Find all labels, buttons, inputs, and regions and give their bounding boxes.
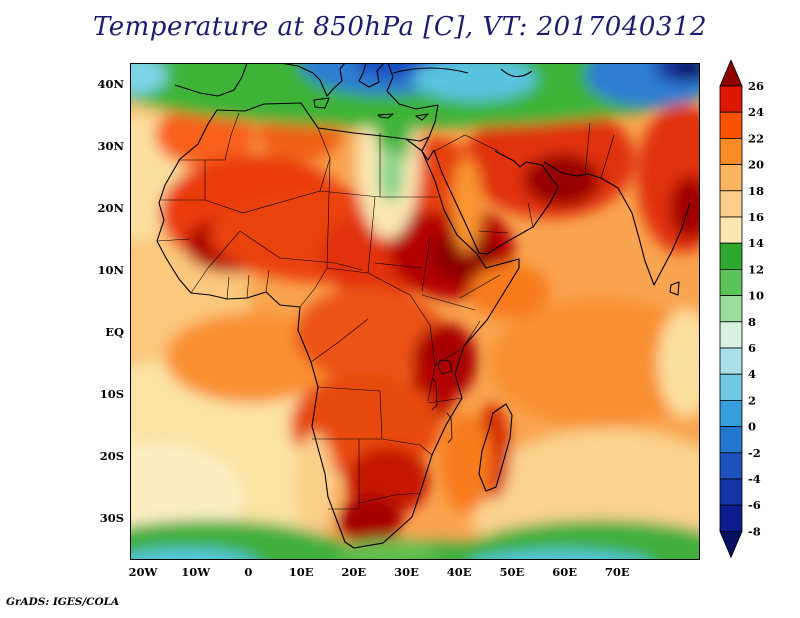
colorbar-segment [720, 400, 742, 426]
heat-blob [338, 497, 402, 545]
y-axis-label: EQ [86, 325, 124, 339]
x-axis-label: 60E [543, 565, 587, 579]
colorbar-segment [720, 217, 742, 243]
temperature-field [130, 63, 700, 560]
colorbar: 26242220181614121086420-2-4-6-8 [718, 60, 778, 560]
colorbar-segment [720, 165, 742, 191]
heat-blob [295, 433, 335, 543]
heat-blob [378, 147, 404, 203]
colorbar-label: 6 [748, 341, 756, 355]
colorbar-label: 0 [748, 420, 756, 434]
colorbar-label: 2 [748, 393, 756, 407]
colorbar-label: -4 [748, 472, 761, 486]
colorbar-segment [720, 374, 742, 400]
colorbar-arrow-top [720, 60, 742, 86]
colorbar-label: 22 [748, 131, 764, 145]
x-axis-label: 30E [385, 565, 429, 579]
colorbar-segment [720, 269, 742, 295]
colorbar-arrow-bottom [720, 531, 742, 557]
colorbar-label: 20 [748, 158, 764, 172]
colorbar-label: 24 [748, 105, 764, 119]
colorbar-segment [720, 243, 742, 269]
colorbar-segment [720, 86, 742, 112]
colorbar-label: 14 [748, 236, 764, 250]
x-axis-label: 40E [437, 565, 481, 579]
colorbar-segment [720, 296, 742, 322]
y-axis-label: 30N [86, 139, 124, 153]
colorbar-segment [720, 427, 742, 453]
colorbar-label: 8 [748, 315, 756, 329]
colorbar-label: -8 [748, 524, 761, 538]
colorbar-scale: 26242220181614121086420-2-4-6-8 [718, 60, 778, 560]
page-title: Temperature at 850hPa [C], VT: 201704031… [0, 12, 800, 42]
x-axis-label: 70E [595, 565, 639, 579]
y-axis-label: 20S [86, 449, 124, 463]
x-axis-label: 10W [174, 565, 218, 579]
colorbar-segment [720, 505, 742, 531]
colorbar-segment [720, 348, 742, 374]
x-axis-label: 20E [332, 565, 376, 579]
colorbar-label: 4 [748, 367, 756, 381]
colorbar-segment [720, 479, 742, 505]
y-axis-label: 40N [86, 77, 124, 91]
colorbar-label: -2 [748, 446, 761, 460]
temperature-map [130, 63, 700, 560]
colorbar-segment [720, 322, 742, 348]
colorbar-label: 12 [748, 262, 764, 276]
heat-blob [440, 413, 492, 513]
colorbar-label: -6 [748, 498, 761, 512]
colorbar-segment [720, 138, 742, 164]
colorbar-label: 16 [748, 210, 764, 224]
grads-temperature-plot: Temperature at 850hPa [C], VT: 201704031… [0, 0, 800, 618]
x-axis-label: 50E [490, 565, 534, 579]
colorbar-segment [720, 453, 742, 479]
map-area [130, 63, 700, 560]
y-axis-label: 10N [86, 263, 124, 277]
heat-blob [524, 154, 600, 206]
colorbar-segment [720, 191, 742, 217]
x-axis-label: 0 [226, 565, 270, 579]
x-axis-label: 20W [121, 565, 165, 579]
y-axis-label: 20N [86, 201, 124, 215]
heat-blob [470, 263, 550, 319]
colorbar-label: 18 [748, 184, 764, 198]
colorbar-label: 26 [748, 79, 764, 93]
colorbar-label: 10 [748, 289, 764, 303]
y-axis-label: 10S [86, 387, 124, 401]
colorbar-segment [720, 112, 742, 138]
y-axis-label: 30S [86, 511, 124, 525]
credit-stamp: GrADS: IGES/COLA [6, 596, 119, 608]
x-axis-label: 10E [279, 565, 323, 579]
